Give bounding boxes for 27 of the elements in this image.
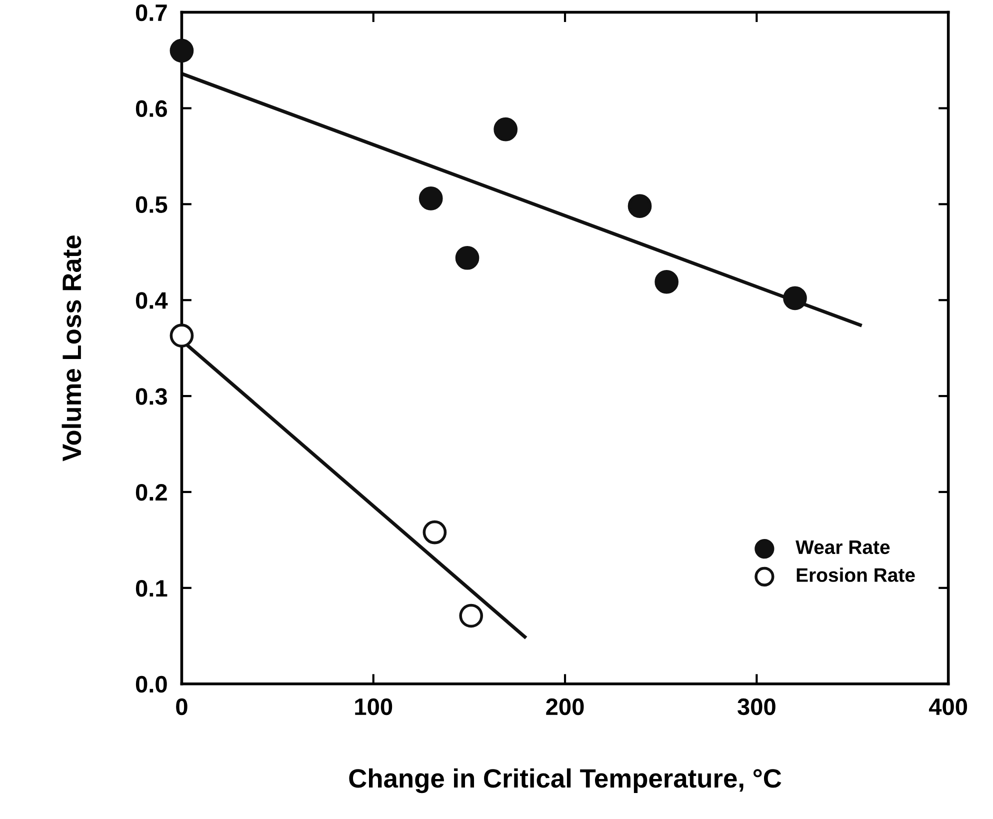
point bbox=[418, 186, 443, 210]
x-tick-label: 100 bbox=[355, 698, 392, 716]
x-axis-title: Change in Critical Temperature, °C bbox=[349, 768, 782, 794]
x-tick-label: 400 bbox=[928, 698, 968, 716]
point bbox=[170, 324, 194, 348]
y-tick-label: 0.4 bbox=[136, 292, 168, 309]
legend-label: Wear Rate bbox=[796, 540, 890, 554]
point bbox=[455, 246, 480, 270]
y-tick-label: 0.7 bbox=[136, 4, 167, 22]
point bbox=[170, 38, 194, 63]
y-tick-label: 0.5 bbox=[136, 196, 168, 213]
y-tick-label: 0.0 bbox=[136, 676, 167, 693]
y-tick-label: 0.6 bbox=[136, 100, 167, 118]
x-tick-label: 0 bbox=[176, 698, 188, 716]
point bbox=[459, 604, 484, 628]
y-tick-label: 0.2 bbox=[136, 484, 167, 501]
x-tick-label: 300 bbox=[738, 698, 776, 716]
point bbox=[654, 270, 679, 294]
point bbox=[628, 194, 652, 218]
x-tick-label: 200 bbox=[546, 698, 584, 716]
y-axis-title: Volume Loss Rate bbox=[62, 236, 82, 462]
point bbox=[422, 520, 447, 544]
y-tick-label: 0.1 bbox=[136, 580, 168, 597]
point bbox=[783, 286, 807, 310]
point bbox=[494, 117, 518, 142]
y-tick-label: 0.3 bbox=[136, 388, 167, 405]
legend-label: Erosion Rate bbox=[796, 568, 915, 582]
